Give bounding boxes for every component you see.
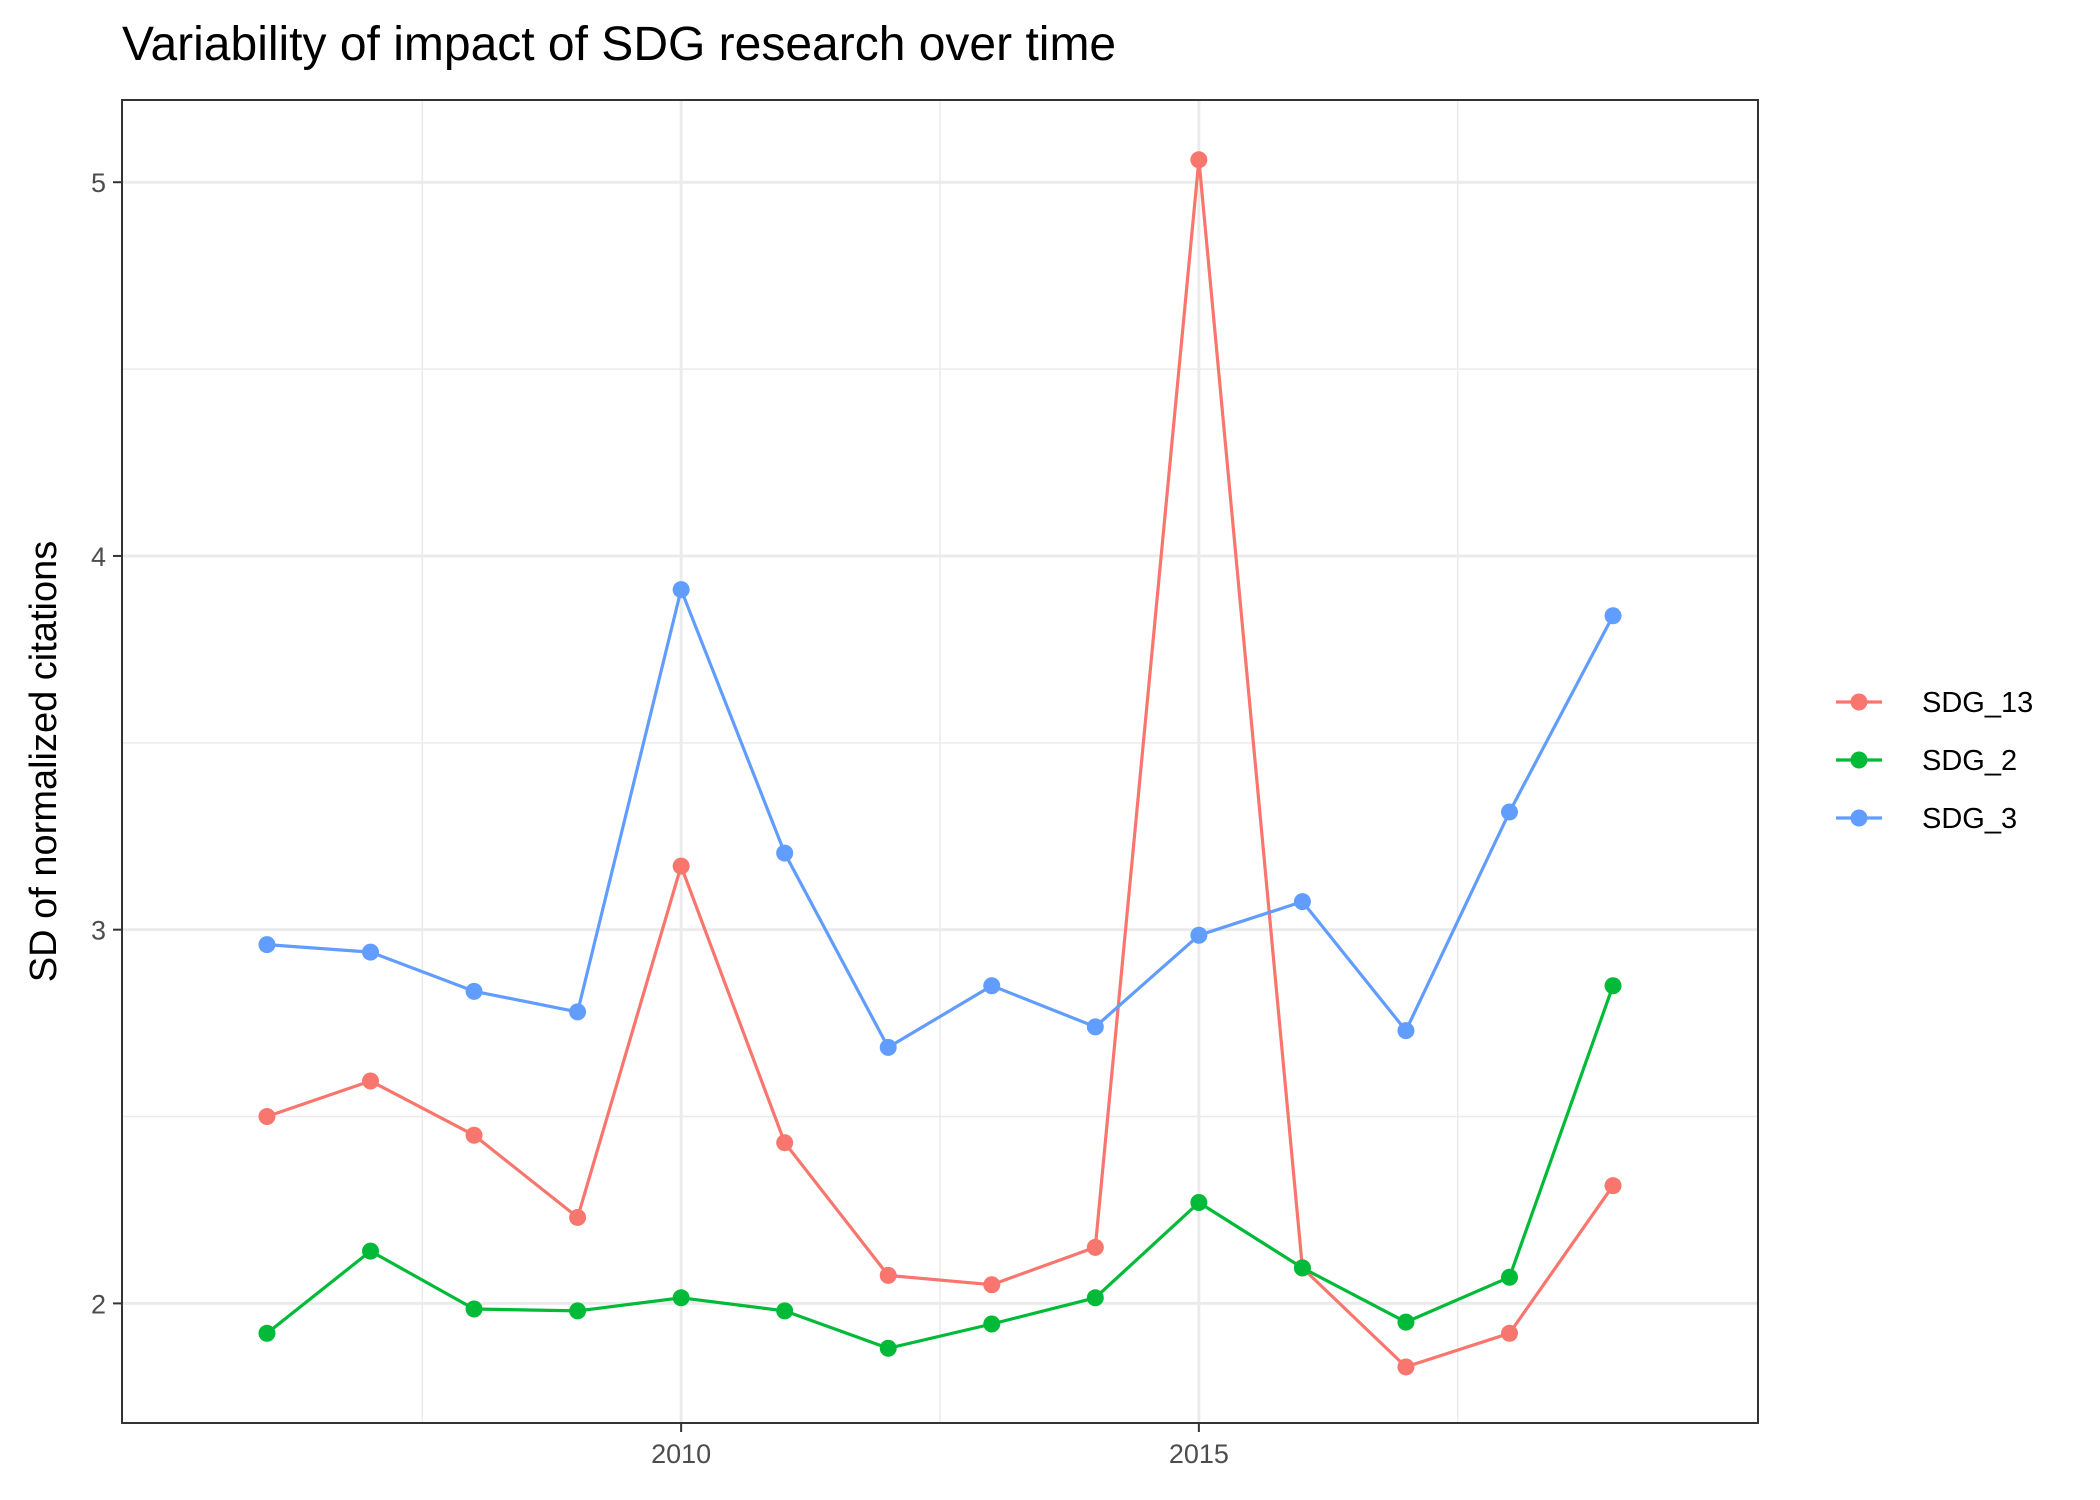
- data-point: [672, 581, 690, 599]
- data-point: [983, 1315, 1001, 1333]
- data-point: [569, 1208, 587, 1226]
- data-point: [1604, 607, 1622, 625]
- legend-key-point: [1850, 809, 1868, 827]
- y-axis-title: SD of normalized citations: [23, 541, 65, 982]
- data-point: [1604, 1177, 1622, 1195]
- data-point: [1604, 977, 1622, 995]
- legend-label: SDG_3: [1922, 803, 2017, 835]
- data-point: [776, 1302, 794, 1320]
- legend-label: SDG_13: [1922, 687, 2033, 719]
- data-point: [569, 1003, 587, 1021]
- data-point: [258, 1324, 276, 1342]
- legend-key-point: [1850, 693, 1868, 711]
- data-point: [1086, 1289, 1104, 1307]
- x-tick-label: 2010: [651, 1439, 711, 1469]
- legend-key-point: [1850, 751, 1868, 769]
- data-point: [1086, 1018, 1104, 1036]
- legend-item: SDG_2: [1836, 745, 2017, 777]
- series-line: [266, 985, 1615, 1350]
- data-point: [258, 1108, 276, 1126]
- data-point: [1190, 926, 1208, 944]
- y-tick-label: 5: [91, 168, 106, 198]
- data-point: [1500, 803, 1518, 821]
- legend-item: SDG_13: [1836, 687, 2033, 719]
- data-point: [465, 982, 483, 1000]
- data-point: [879, 1339, 897, 1357]
- y-tick-label: 2: [91, 1289, 106, 1319]
- data-point: [1293, 893, 1311, 911]
- data-point: [776, 844, 794, 862]
- series-line: [266, 587, 1615, 1050]
- data-point: [362, 1072, 380, 1090]
- data-point: [1500, 1268, 1518, 1286]
- data-point: [983, 1276, 1001, 1294]
- data-point: [1397, 1313, 1415, 1331]
- data-point: [879, 1038, 897, 1056]
- data-point: [1190, 151, 1208, 169]
- panel-border: [121, 99, 1759, 1424]
- y-tick-label: 4: [91, 542, 106, 572]
- chart-title: Variability of impact of SDG research ov…: [122, 18, 1116, 71]
- data-point: [362, 1242, 380, 1260]
- legend-item: SDG_3: [1836, 803, 2017, 835]
- series-SDG_2: [258, 977, 1622, 1357]
- data-point: [1397, 1022, 1415, 1040]
- plot-series: [258, 151, 1622, 1376]
- legend: SDG_13 SDG_2 SDG_3: [1836, 687, 2033, 835]
- data-point: [569, 1302, 587, 1320]
- x-axis: 2010 2015: [651, 1423, 1229, 1469]
- data-point: [672, 1289, 690, 1307]
- data-point: [465, 1126, 483, 1144]
- series-SDG_3: [258, 581, 1622, 1056]
- grid: [122, 100, 1758, 1423]
- data-point: [879, 1266, 897, 1284]
- data-point: [362, 943, 380, 961]
- data-point: [1397, 1358, 1415, 1376]
- data-point: [983, 977, 1001, 995]
- legend-label: SDG_2: [1922, 745, 2017, 777]
- x-tick-label: 2015: [1169, 1439, 1229, 1469]
- data-point: [1190, 1194, 1208, 1211]
- data-point: [672, 857, 690, 875]
- series-line: [266, 158, 1615, 1369]
- data-point: [465, 1300, 483, 1318]
- data-point: [776, 1134, 794, 1152]
- y-axis: 2 3 4 5: [91, 168, 122, 1319]
- data-point: [258, 936, 276, 954]
- data-point: [1500, 1324, 1518, 1342]
- data-point: [1086, 1238, 1104, 1256]
- y-tick-label: 3: [91, 916, 106, 946]
- data-point: [1293, 1259, 1311, 1277]
